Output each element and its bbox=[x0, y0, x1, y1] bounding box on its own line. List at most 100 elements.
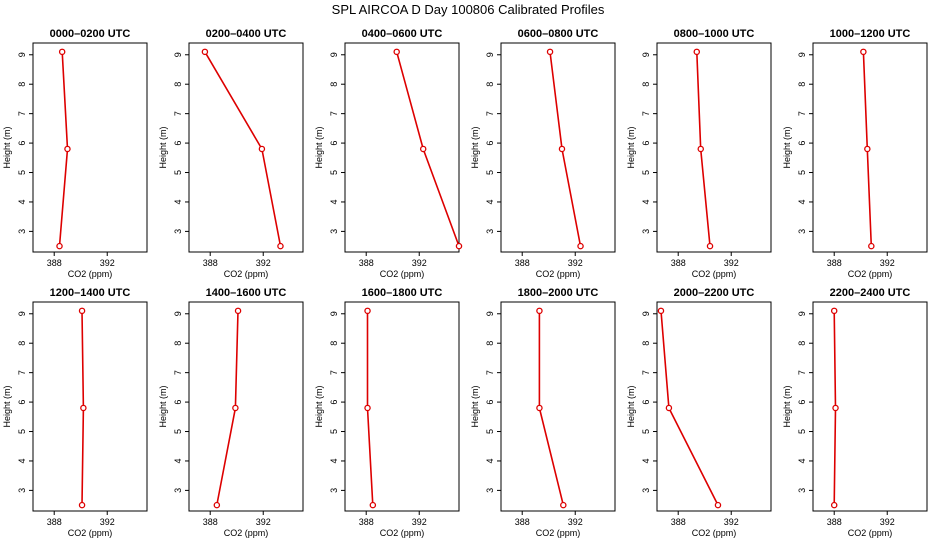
data-point bbox=[546, 48, 554, 56]
y-tick-label: 7 bbox=[797, 370, 807, 375]
data-point bbox=[201, 48, 209, 56]
data-point bbox=[558, 145, 566, 153]
data-point bbox=[232, 404, 239, 412]
data-point bbox=[536, 404, 543, 412]
data-point bbox=[455, 242, 463, 250]
y-axis-label: Height (m) bbox=[314, 385, 324, 427]
x-axis-label: CO2 (ppm) bbox=[68, 269, 113, 279]
y-tick-label: 8 bbox=[485, 341, 495, 346]
y-axis-label: Height (m) bbox=[158, 126, 168, 168]
x-axis-label: CO2 (ppm) bbox=[848, 528, 893, 538]
x-axis-label: CO2 (ppm) bbox=[68, 528, 113, 538]
profile-panel: 0000–0200 UTC 388 392 3 4 5 6 7 8 9 CO2 (ppm) Heigh… bbox=[2, 28, 148, 279]
x-axis-label: CO2 (ppm) bbox=[692, 528, 737, 538]
y-tick-label: 9 bbox=[329, 311, 339, 316]
y-tick-label: 3 bbox=[173, 229, 183, 234]
profile-panel: 1200–1400 UTC 388 392 3 4 5 6 7 8 9 CO2 (ppm) Heigh… bbox=[2, 287, 148, 538]
y-tick-label: 3 bbox=[641, 229, 651, 234]
profile-panel: 0200–0400 UTC 388 392 3 4 5 6 7 8 9 CO2 (ppm) Heigh… bbox=[158, 28, 304, 279]
data-point bbox=[369, 501, 377, 509]
x-axis-label: CO2 (ppm) bbox=[536, 528, 581, 538]
plot-frame bbox=[812, 42, 928, 253]
plot-frame bbox=[656, 301, 772, 512]
plot-frame bbox=[32, 42, 148, 253]
y-tick-label: 5 bbox=[17, 429, 27, 434]
figure-title: SPL AIRCOA D Day 100806 Calibrated Profi… bbox=[332, 2, 605, 17]
x-axis-label: CO2 (ppm) bbox=[536, 269, 581, 279]
y-tick-label: 4 bbox=[641, 458, 651, 463]
profile-panel: 1000–1200 UTC 388 392 3 4 5 6 7 8 9 CO2 (ppm) Heigh… bbox=[782, 28, 928, 279]
y-tick-label: 8 bbox=[797, 341, 807, 346]
y-tick-label: 3 bbox=[17, 488, 27, 493]
data-point bbox=[64, 145, 71, 153]
x-axis-label: CO2 (ppm) bbox=[848, 269, 893, 279]
y-tick-label: 7 bbox=[17, 111, 27, 116]
data-point bbox=[868, 242, 875, 250]
y-tick-label: 4 bbox=[485, 458, 495, 463]
data-point bbox=[58, 48, 66, 56]
profile-panel: 2200–2400 UTC 388 392 3 4 5 6 7 8 9 CO2 (ppm) Heigh… bbox=[782, 287, 928, 538]
x-tick-label: 388 bbox=[671, 258, 686, 268]
y-tick-label: 6 bbox=[485, 141, 495, 146]
x-tick-label: 388 bbox=[515, 517, 530, 527]
profile-line bbox=[395, 51, 460, 247]
y-axis-label: Height (m) bbox=[626, 126, 636, 168]
panel-title: 0800–1000 UTC bbox=[674, 28, 755, 40]
y-tick-label: 9 bbox=[17, 52, 27, 57]
y-tick-label: 8 bbox=[17, 82, 27, 87]
panel-title: 0000–0200 UTC bbox=[50, 28, 131, 40]
y-tick-label: 5 bbox=[173, 170, 183, 175]
y-tick-label: 8 bbox=[641, 341, 651, 346]
data-point bbox=[536, 307, 543, 315]
profile-line bbox=[549, 51, 582, 247]
y-tick-label: 3 bbox=[17, 229, 27, 234]
x-tick-label: 392 bbox=[568, 258, 583, 268]
x-tick-label: 392 bbox=[256, 517, 271, 527]
y-tick-label: 6 bbox=[641, 400, 651, 405]
data-point bbox=[830, 307, 838, 315]
y-tick-label: 5 bbox=[641, 429, 651, 434]
x-tick-label: 388 bbox=[827, 258, 842, 268]
y-tick-label: 8 bbox=[797, 82, 807, 87]
y-axis-label: Height (m) bbox=[2, 126, 12, 168]
profile-panel: 0800–1000 UTC 388 392 3 4 5 6 7 8 9 CO2 (ppm) Heigh… bbox=[626, 28, 772, 279]
x-tick-label: 392 bbox=[100, 258, 115, 268]
y-tick-label: 5 bbox=[797, 170, 807, 175]
y-tick-label: 8 bbox=[641, 82, 651, 87]
y-tick-label: 4 bbox=[17, 199, 27, 204]
y-tick-label: 6 bbox=[641, 141, 651, 146]
y-tick-label: 9 bbox=[17, 311, 27, 316]
profile-panel: 1600–1800 UTC 388 392 3 4 5 6 7 8 9 CO2 (ppm) Heigh… bbox=[314, 287, 460, 538]
y-tick-label: 7 bbox=[173, 370, 183, 375]
y-tick-label: 4 bbox=[17, 458, 27, 463]
data-point bbox=[78, 501, 86, 509]
y-tick-label: 5 bbox=[173, 429, 183, 434]
y-tick-label: 8 bbox=[329, 341, 339, 346]
y-tick-label: 7 bbox=[797, 111, 807, 116]
y-tick-label: 7 bbox=[641, 370, 651, 375]
y-tick-label: 6 bbox=[173, 141, 183, 146]
panel-title: 1800–2000 UTC bbox=[518, 287, 599, 299]
y-tick-label: 6 bbox=[173, 400, 183, 405]
x-tick-label: 392 bbox=[256, 258, 271, 268]
data-point bbox=[714, 501, 722, 509]
y-tick-label: 3 bbox=[641, 488, 651, 493]
y-tick-label: 4 bbox=[797, 458, 807, 463]
panel-title: 1200–1400 UTC bbox=[50, 287, 131, 299]
y-tick-label: 6 bbox=[329, 400, 339, 405]
y-tick-label: 7 bbox=[329, 370, 339, 375]
y-axis-label: Height (m) bbox=[470, 385, 480, 427]
data-point bbox=[693, 48, 701, 56]
x-tick-label: 392 bbox=[880, 258, 895, 268]
plot-frame bbox=[500, 301, 616, 512]
data-point bbox=[258, 145, 266, 153]
y-tick-label: 7 bbox=[173, 111, 183, 116]
data-point bbox=[234, 307, 242, 315]
data-point bbox=[560, 501, 567, 509]
data-point bbox=[830, 501, 838, 509]
x-tick-label: 392 bbox=[412, 258, 427, 268]
y-tick-label: 5 bbox=[641, 170, 651, 175]
x-tick-label: 388 bbox=[203, 517, 218, 527]
plot-frame bbox=[812, 301, 928, 512]
